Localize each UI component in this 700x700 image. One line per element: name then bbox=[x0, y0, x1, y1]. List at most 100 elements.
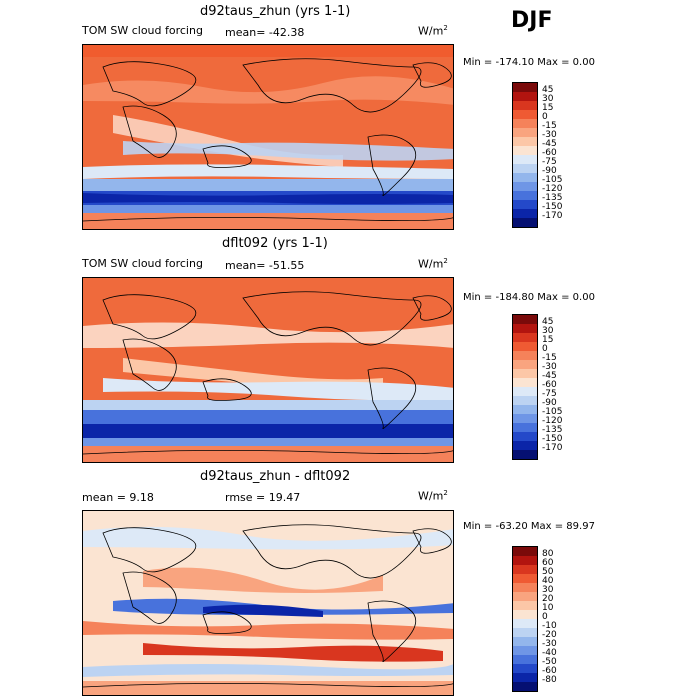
panel-3-units: W/m2 bbox=[418, 489, 448, 503]
colorbar-tick-label: 0 bbox=[542, 612, 548, 622]
colorbar-swatch bbox=[513, 396, 537, 405]
colorbar-swatch bbox=[513, 378, 537, 387]
panel-2-mean-label: mean= -51.55 bbox=[225, 259, 305, 272]
panel-3-map bbox=[82, 510, 454, 696]
panel-2-colorbar bbox=[512, 314, 538, 460]
panel-2-map bbox=[82, 277, 454, 463]
colorbar-swatch bbox=[513, 324, 537, 333]
panel-3-field bbox=[83, 511, 453, 695]
panel-2-title: dflt092 (yrs 1-1) bbox=[222, 236, 328, 251]
colorbar-swatch bbox=[513, 565, 537, 574]
colorbar-swatch bbox=[513, 146, 537, 155]
colorbar-swatch bbox=[513, 405, 537, 414]
colorbar-swatch bbox=[513, 101, 537, 110]
colorbar-tick-label: -75 bbox=[542, 389, 557, 399]
panel-1-units: W/m2 bbox=[418, 24, 448, 38]
colorbar-tick-label: -75 bbox=[542, 157, 557, 167]
colorbar-swatch bbox=[513, 360, 537, 369]
colorbar-tick-label: -40 bbox=[542, 648, 557, 658]
panel-1-variable-label: TOM SW cloud forcing bbox=[82, 24, 203, 37]
panel-2-field bbox=[83, 278, 453, 462]
colorbar-tick-label: 0 bbox=[542, 344, 548, 354]
colorbar-swatch bbox=[513, 200, 537, 209]
colorbar-tick-label: -170 bbox=[542, 443, 563, 453]
colorbar-tick-label: -135 bbox=[542, 193, 563, 203]
colorbar-tick-label: -105 bbox=[542, 175, 563, 185]
colorbar-swatch bbox=[513, 441, 537, 450]
colorbar-tick-label: 15 bbox=[542, 103, 554, 113]
colorbar-swatch bbox=[513, 342, 537, 351]
colorbar-tick-label: -170 bbox=[542, 211, 563, 221]
colorbar-tick-label: 45 bbox=[542, 85, 554, 95]
colorbar-swatch bbox=[513, 619, 537, 628]
colorbar-swatch bbox=[513, 574, 537, 583]
colorbar-tick-label: 30 bbox=[542, 585, 554, 595]
colorbar-tick-label: -120 bbox=[542, 184, 563, 194]
panel-1-units-sup: 2 bbox=[443, 24, 448, 32]
colorbar-swatch bbox=[513, 628, 537, 637]
colorbar-tick-label: 20 bbox=[542, 594, 554, 604]
colorbar-swatch bbox=[513, 432, 537, 441]
colorbar-tick-label: -10 bbox=[542, 621, 557, 631]
colorbar-swatch bbox=[513, 315, 537, 324]
colorbar-tick-label: -45 bbox=[542, 139, 557, 149]
colorbar-swatch bbox=[513, 646, 537, 655]
colorbar-swatch bbox=[513, 664, 537, 673]
colorbar-tick-label: 40 bbox=[542, 576, 554, 586]
colorbar-swatch bbox=[513, 601, 537, 610]
colorbar-tick-label: 15 bbox=[542, 335, 554, 345]
colorbar-tick-label: 80 bbox=[542, 549, 554, 559]
colorbar-swatch bbox=[513, 110, 537, 119]
colorbar-tick-label: -30 bbox=[542, 639, 557, 649]
panel-3-title: d92taus_zhun - dflt092 bbox=[200, 469, 351, 484]
colorbar-swatch bbox=[513, 450, 537, 459]
panel-2-variable-label: TOM SW cloud forcing bbox=[82, 257, 203, 270]
colorbar-swatch bbox=[513, 583, 537, 592]
colorbar-swatch bbox=[513, 423, 537, 432]
colorbar-tick-label: -15 bbox=[542, 121, 557, 131]
panel-3-colorbar bbox=[512, 546, 538, 692]
colorbar-swatch bbox=[513, 547, 537, 556]
colorbar-tick-label: -45 bbox=[542, 371, 557, 381]
colorbar-swatch bbox=[513, 83, 537, 92]
colorbar-swatch bbox=[513, 610, 537, 619]
colorbar-swatch bbox=[513, 351, 537, 360]
panel-1-mean-label: mean= -42.38 bbox=[225, 26, 305, 39]
colorbar-tick-label: -150 bbox=[542, 202, 563, 212]
colorbar-tick-label: 45 bbox=[542, 317, 554, 327]
colorbar-swatch bbox=[513, 92, 537, 101]
colorbar-tick-label: 0 bbox=[542, 112, 548, 122]
panel-3-units-text: W/m bbox=[418, 489, 444, 503]
colorbar-swatch bbox=[513, 682, 537, 691]
panel-3-units-sup: 2 bbox=[443, 489, 448, 497]
colorbar-swatch bbox=[513, 369, 537, 378]
panel-2-minmax: Min = -184.80 Max = 0.00 bbox=[463, 292, 595, 303]
colorbar-swatch bbox=[513, 414, 537, 423]
colorbar-tick-label: -135 bbox=[542, 425, 563, 435]
colorbar-tick-label: -60 bbox=[542, 380, 557, 390]
colorbar-tick-label: -30 bbox=[542, 362, 557, 372]
panel-3-rmse-label: rmse = 19.47 bbox=[225, 491, 301, 504]
colorbar-tick-label: -120 bbox=[542, 416, 563, 426]
colorbar-swatch bbox=[513, 128, 537, 137]
panel-3-minmax: Min = -63.20 Max = 89.97 bbox=[463, 521, 595, 532]
colorbar-swatch bbox=[513, 556, 537, 565]
panel-3-mean-label: mean = 9.18 bbox=[82, 491, 154, 504]
panel-2-units: W/m2 bbox=[418, 257, 448, 271]
colorbar-tick-label: 50 bbox=[542, 567, 554, 577]
colorbar-swatch bbox=[513, 182, 537, 191]
colorbar-swatch bbox=[513, 164, 537, 173]
colorbar-swatch bbox=[513, 655, 537, 664]
colorbar-tick-label: -150 bbox=[542, 434, 563, 444]
panel-1-minmax: Min = -174.10 Max = 0.00 bbox=[463, 57, 595, 68]
panel-1-map bbox=[82, 44, 454, 230]
colorbar-swatch bbox=[513, 673, 537, 682]
panel-1-field bbox=[83, 45, 453, 229]
panel-1-units-text: W/m bbox=[418, 24, 444, 38]
panel-1-title: d92taus_zhun (yrs 1-1) bbox=[200, 4, 351, 19]
colorbar-tick-label: 30 bbox=[542, 326, 554, 336]
colorbar-tick-label: -50 bbox=[542, 657, 557, 667]
colorbar-swatch bbox=[513, 333, 537, 342]
colorbar-tick-label: -80 bbox=[542, 675, 557, 685]
colorbar-tick-label: -15 bbox=[542, 353, 557, 363]
